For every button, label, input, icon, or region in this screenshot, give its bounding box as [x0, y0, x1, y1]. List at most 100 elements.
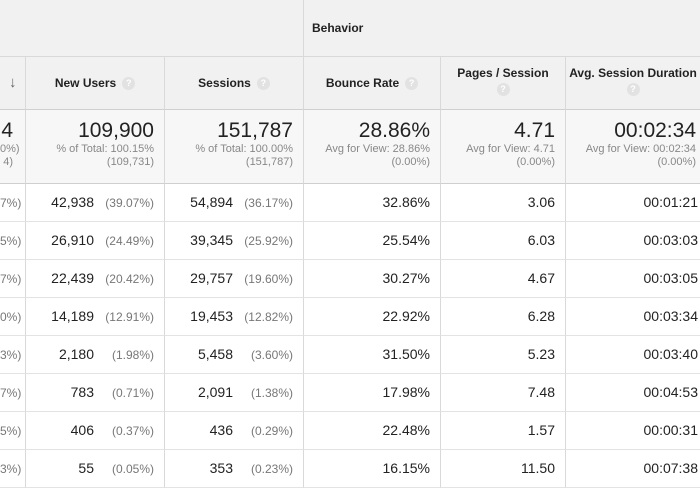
total-users-sub2: 4) [3, 156, 13, 168]
column-header-sessions[interactable]: Sessions? [165, 57, 304, 110]
new-users-percent: (0.05%) [111, 462, 154, 476]
sessions-value: 5,458 [197, 346, 233, 362]
bounce-rate-label: Bounce Rate [325, 76, 400, 90]
pages-per-session-value: 5.23 [527, 346, 555, 362]
table-row-2-new-users-cell: 26,910 (24.49%) [26, 222, 165, 260]
users-percent: 3%) [0, 462, 22, 476]
new-users-value: 783 [70, 384, 94, 400]
avg-session-duration-value: 00:01:21 [643, 194, 699, 210]
new-users-percent: (1.98%) [111, 348, 154, 362]
table-row-6-avg-session-duration-cell: 00:04:53 [566, 374, 700, 412]
help-icon[interactable]: ? [405, 77, 419, 91]
bounce-rate-value: 16.15% [382, 460, 430, 476]
avg-session-duration-value: 00:07:38 [643, 460, 699, 476]
pages-per-session-value: 6.28 [527, 308, 555, 324]
total-users-cell: 4 0%) 4) [0, 110, 26, 184]
total-bounce-rate-sub2: (0.00%) [391, 156, 430, 168]
table-row-7-sessions-cell: 436 (0.29%) [165, 412, 304, 450]
total-users-sub1: 0%) [0, 143, 20, 155]
sessions-value: 54,894 [190, 194, 233, 210]
bounce-rate-value: 30.27% [382, 270, 430, 286]
pages-per-session-value: 7.48 [527, 384, 555, 400]
sessions-value: 2,091 [197, 384, 233, 400]
bounce-rate-value: 22.48% [382, 422, 430, 438]
avg-session-duration-value: 00:00:31 [643, 422, 699, 438]
total-new-users-sub1: % of Total: 100.15% [56, 143, 154, 155]
total-pages-per-session-value: 4.71 [514, 119, 555, 142]
pages-per-session-value: 3.06 [527, 194, 555, 210]
total-pages-per-session-cell: 4.71 Avg for View: 4.71 (0.00%) [441, 110, 566, 184]
table-row-6-bounce-rate-cell: 17.98% [304, 374, 441, 412]
bounce-rate-value: 32.86% [382, 194, 430, 210]
acquisition-group-header [0, 0, 304, 57]
pages-per-session-value: 6.03 [527, 232, 555, 248]
total-avg-session-duration-sub2: (0.00%) [657, 156, 696, 168]
users-percent: 7%) [0, 196, 22, 210]
sessions-value: 353 [209, 460, 233, 476]
sessions-percent: (25.92%) [244, 234, 293, 248]
new-users-value: 14,189 [51, 308, 94, 324]
table-row-6-sessions-cell: 2,091 (1.38%) [165, 374, 304, 412]
bounce-rate-value: 31.50% [382, 346, 430, 362]
sessions-value: 19,453 [190, 308, 233, 324]
bounce-rate-value: 22.92% [382, 308, 430, 324]
help-icon[interactable]: ? [256, 77, 270, 91]
table-row-7-avg-session-duration-cell: 00:00:31 [566, 412, 700, 450]
total-new-users-value: 109,900 [78, 119, 154, 142]
table-row-2-bounce-rate-cell: 25.54% [304, 222, 441, 260]
total-users-value: 4 [1, 119, 13, 142]
avg-session-duration-value: 00:03:03 [643, 232, 699, 248]
table-row-5-pages-per-session-cell: 5.23 [441, 336, 566, 374]
sessions-percent: (0.23%) [250, 462, 293, 476]
column-header-new-users[interactable]: New Users? [26, 57, 165, 110]
table-row-8-avg-session-duration-cell: 00:07:38 [566, 450, 700, 488]
help-icon[interactable]: ? [626, 83, 640, 96]
column-header-pages-per-session[interactable]: Pages / Session ? [441, 57, 566, 110]
users-percent: 3%) [0, 348, 22, 362]
help-icon[interactable]: ? [496, 83, 510, 96]
table-row-6-new-users-cell: 783 (0.71%) [26, 374, 165, 412]
behavior-group-header: Behavior [304, 0, 700, 57]
avg-session-duration-value: 00:03:34 [643, 308, 699, 324]
users-percent: 0%) [0, 310, 22, 324]
column-header-bounce-rate[interactable]: Bounce Rate? [304, 57, 441, 110]
total-pages-per-session-sub1: Avg for View: 4.71 [466, 143, 555, 155]
table-row-6-users-cell: 7%) [0, 374, 26, 412]
table-row-3-bounce-rate-cell: 30.27% [304, 260, 441, 298]
sessions-percent: (36.17%) [244, 196, 293, 210]
new-users-percent: (12.91%) [105, 310, 154, 324]
table-row-1-new-users-cell: 42,938 (39.07%) [26, 184, 165, 222]
pages-per-session-value: 4.67 [527, 270, 555, 286]
column-header-avg-session-duration[interactable]: Avg. Session Duration ? [566, 57, 700, 110]
bounce-rate-value: 17.98% [382, 384, 430, 400]
behavior-group-label: Behavior [312, 21, 364, 35]
table-row-5-new-users-cell: 2,180 (1.98%) [26, 336, 165, 374]
total-bounce-rate-cell: 28.86% Avg for View: 28.86% (0.00%) [304, 110, 441, 184]
table-row-3-sessions-cell: 29,757 (19.60%) [165, 260, 304, 298]
table-row-1-users-cell: 7%) [0, 184, 26, 222]
bounce-rate-value: 25.54% [382, 232, 430, 248]
avg-session-duration-label: Avg. Session Duration [569, 66, 697, 80]
new-users-percent: (0.37%) [111, 424, 154, 438]
table-row-5-avg-session-duration-cell: 00:03:40 [566, 336, 700, 374]
pages-per-session-label: Pages / Session [457, 66, 549, 80]
new-users-percent: (24.49%) [105, 234, 154, 248]
total-bounce-rate-value: 28.86% [358, 119, 430, 142]
sessions-value: 436 [209, 422, 233, 438]
sessions-label: Sessions [198, 76, 251, 90]
total-avg-session-duration-value: 00:02:34 [614, 119, 696, 142]
sessions-value: 29,757 [190, 270, 233, 286]
table-row-7-users-cell: 5%) [0, 412, 26, 450]
table-row-1-bounce-rate-cell: 32.86% [304, 184, 441, 222]
help-icon[interactable]: ? [122, 77, 136, 91]
table-row-8-pages-per-session-cell: 11.50 [441, 450, 566, 488]
total-bounce-rate-sub1: Avg for View: 28.86% [325, 143, 430, 155]
total-sessions-sub2: (151,787) [245, 156, 293, 168]
column-header-users[interactable]: ↓ [0, 57, 26, 110]
total-pages-per-session-sub2: (0.00%) [516, 156, 555, 168]
table-row-2-avg-session-duration-cell: 00:03:03 [566, 222, 700, 260]
new-users-value: 2,180 [58, 346, 94, 362]
sessions-percent: (12.82%) [244, 310, 293, 324]
sort-descending-icon[interactable]: ↓ [9, 74, 17, 91]
